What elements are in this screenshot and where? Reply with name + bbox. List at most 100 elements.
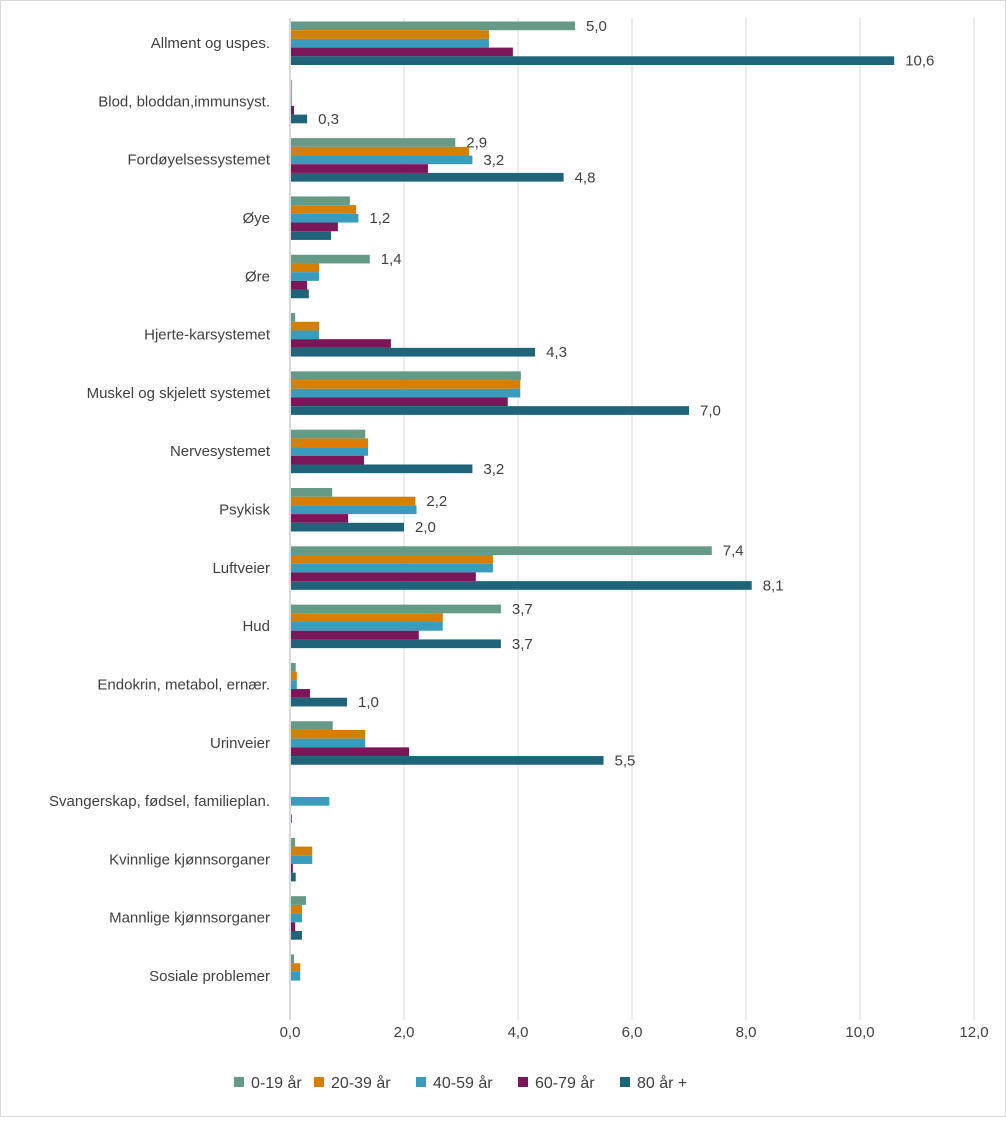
bar (291, 496, 416, 506)
bar (291, 88, 292, 98)
category-label: Kvinnlige kjønnsorganer (109, 851, 270, 868)
x-tick-label: 10,0 (845, 1024, 874, 1041)
bar (291, 689, 310, 698)
legend-label: 40-59 år (433, 1074, 493, 1092)
bar (291, 639, 501, 649)
bar (291, 514, 349, 523)
data-label: 4,3 (546, 344, 567, 361)
data-label: 5,5 (615, 752, 636, 769)
bar (291, 205, 357, 214)
bar (291, 954, 294, 964)
bar (291, 555, 493, 564)
bar (291, 604, 501, 614)
bar (291, 814, 292, 824)
data-label: 7,4 (723, 543, 744, 560)
bar (291, 756, 604, 765)
bar (291, 56, 895, 65)
legend-label: 60-79 år (535, 1074, 595, 1092)
bar (291, 662, 296, 672)
data-label: 3,7 (512, 636, 533, 653)
bar (291, 464, 473, 474)
bar (291, 21, 575, 31)
bar (291, 313, 296, 322)
bar (291, 146, 469, 156)
legend-swatch (416, 1077, 426, 1087)
bar (291, 380, 521, 389)
legend-swatch (518, 1077, 528, 1087)
bar (291, 280, 308, 290)
category-label: Nervesystemet (170, 443, 271, 460)
bar (291, 522, 404, 532)
bar (291, 896, 306, 905)
bar (291, 231, 332, 240)
bar (291, 222, 338, 232)
bar (291, 747, 410, 757)
bar (291, 397, 508, 407)
bar (291, 630, 419, 640)
data-label: 7,0 (700, 403, 721, 420)
bar (291, 38, 489, 48)
bar (291, 872, 296, 882)
data-label: 3,2 (483, 461, 504, 478)
bar (291, 330, 320, 340)
category-label: Muskel og skjelett systemet (87, 385, 271, 402)
bar (291, 697, 347, 707)
bar (291, 347, 536, 357)
legend-swatch (314, 1077, 324, 1087)
category-label: Urinveier (210, 735, 270, 752)
bar (291, 738, 366, 748)
category-label: Svangerskap, fødsel, familieplan. (49, 793, 270, 810)
bar (291, 321, 320, 331)
bar (291, 455, 365, 465)
bar (291, 272, 320, 281)
bar (291, 796, 330, 806)
bar (291, 289, 309, 299)
bar (291, 505, 417, 515)
category-label: Hjerte-karsystemet (144, 327, 271, 344)
data-label: 2,9 (466, 134, 487, 151)
x-tick-label: 8,0 (736, 1024, 757, 1041)
bar (291, 546, 712, 556)
bar (291, 371, 521, 381)
bar (291, 447, 369, 456)
bar (291, 114, 308, 124)
x-tick-label: 4,0 (508, 1024, 529, 1041)
data-label: 1,2 (369, 210, 390, 227)
bar (291, 196, 350, 206)
data-label: 8,1 (763, 577, 784, 594)
bar (291, 572, 476, 582)
data-label: 1,4 (381, 251, 402, 268)
bar (291, 97, 292, 106)
category-label: Øye (242, 210, 270, 227)
bar (291, 429, 366, 439)
bar (291, 913, 302, 923)
bar (291, 622, 443, 631)
x-tick-label: 0,0 (280, 1024, 301, 1041)
x-tick-label: 6,0 (622, 1024, 643, 1041)
category-label: Sosiale problemer (149, 968, 270, 985)
data-label: 3,2 (483, 152, 504, 169)
bar (291, 721, 333, 730)
bar (291, 930, 302, 940)
bar (291, 164, 428, 173)
category-label: Allment og uspes. (151, 35, 270, 52)
data-label: 2,2 (426, 493, 447, 510)
bar (291, 339, 391, 348)
bar (291, 855, 313, 864)
category-label: Blod, bloddan,immunsyst. (98, 93, 270, 110)
bar (291, 671, 297, 681)
category-label: Mannlige kjønnsorganer (109, 910, 270, 927)
data-label: 5,0 (586, 18, 607, 35)
bar (291, 438, 369, 448)
bar (291, 904, 302, 914)
bar (291, 406, 689, 415)
bar (291, 613, 443, 623)
bar (291, 172, 564, 182)
bar (291, 30, 489, 39)
category-label: Fordøyelsessystemet (127, 152, 270, 169)
bar (291, 155, 473, 165)
category-label: Øre (245, 268, 270, 285)
